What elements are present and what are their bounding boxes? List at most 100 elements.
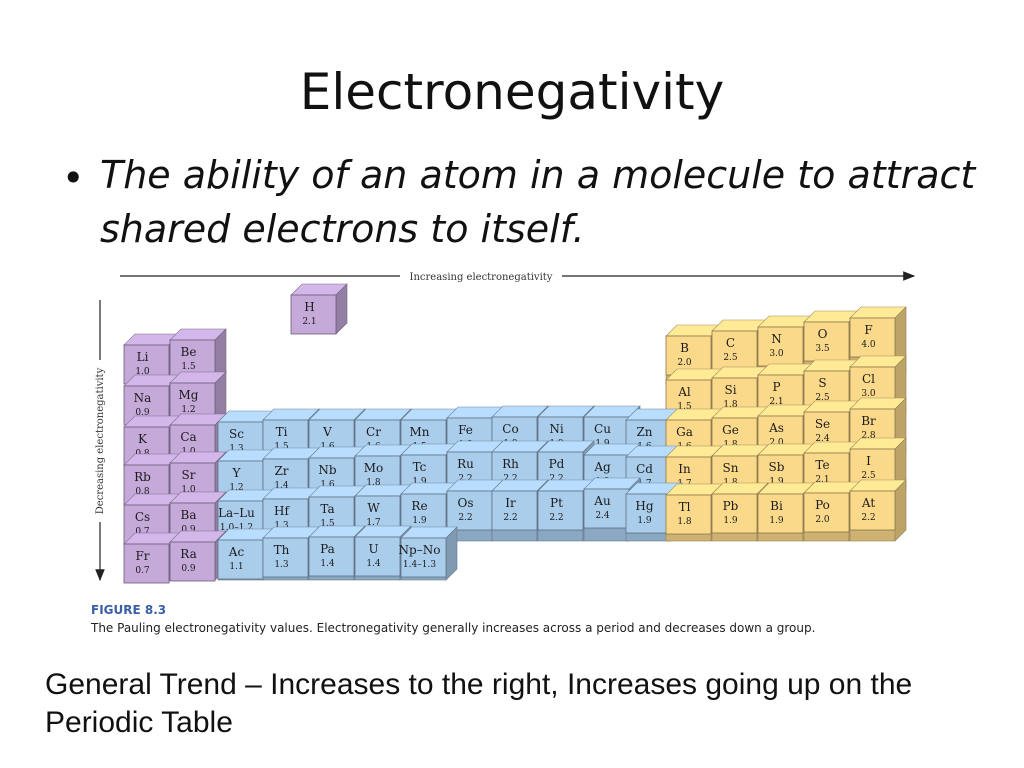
electronegativity-periodic-table: Increasing electronegativity Decreasing …	[95, 271, 916, 584]
element-symbol: Ir	[505, 496, 516, 510]
element-symbol: Tc	[413, 460, 427, 474]
element-symbol: Sb	[769, 460, 785, 474]
element-symbol: Cu	[594, 422, 611, 436]
element-cell-npno: Np–No 1.4–1.3	[399, 526, 458, 581]
element-symbol: Pd	[549, 457, 565, 471]
element-value: 2.4	[595, 511, 610, 521]
element-value: 2.2	[458, 513, 472, 523]
element-symbol: C	[726, 336, 735, 350]
element-symbol: Ga	[676, 425, 693, 439]
element-symbol: Cr	[366, 425, 381, 439]
element-value: 2.0	[769, 438, 784, 448]
element-value: 4.0	[861, 340, 876, 350]
element-symbol: Pa	[320, 542, 335, 556]
element-cell-pt: Pt 2.2	[537, 479, 595, 542]
slide-title: Electronegativity	[299, 63, 725, 121]
element-symbol: Pt	[550, 496, 563, 510]
element-symbol: Ca	[180, 430, 196, 444]
element-symbol: Al	[677, 385, 691, 399]
bullet-marker: •	[62, 156, 85, 200]
element-value: 1.3	[274, 560, 289, 570]
element-value: 2.1	[302, 317, 316, 327]
element-value: 1.8	[366, 478, 381, 488]
element-value: 1.2	[229, 483, 243, 493]
element-value: 3.0	[769, 349, 784, 359]
element-value: 2.2	[861, 513, 875, 523]
element-symbol: Th	[274, 543, 290, 557]
element-symbol: Rb	[134, 470, 151, 484]
element-symbol: Li	[137, 350, 149, 364]
element-symbol: Sn	[723, 461, 739, 475]
element-value: 1.5	[181, 362, 196, 372]
element-value: 2.5	[723, 353, 738, 363]
element-value: 1.1	[229, 562, 243, 572]
element-symbol: W	[367, 501, 380, 515]
element-symbol: Sc	[229, 427, 244, 441]
horizontal-axis-label: Increasing electronegativity	[410, 272, 553, 283]
element-value: 3.5	[815, 344, 830, 354]
element-value: 2.5	[861, 471, 876, 481]
element-symbol: O	[818, 327, 828, 341]
element-symbol: Fe	[458, 423, 473, 437]
general-trend-text: General Trend – Increases to the right, …	[45, 668, 913, 739]
element-value: 2.0	[815, 515, 830, 525]
element-cell-h: H 2.1	[290, 283, 348, 335]
element-symbol: Te	[815, 458, 829, 472]
element-value: 1.4	[274, 481, 289, 491]
element-value: 1.5	[320, 519, 335, 529]
element-value: 2.0	[677, 358, 692, 368]
figure-caption: The Pauling electronegativity values. El…	[91, 621, 816, 635]
element-symbol: Ra	[180, 547, 196, 561]
element-symbol: Pb	[723, 499, 739, 513]
element-symbol: Se	[815, 417, 830, 431]
element-value: 2.5	[815, 393, 830, 403]
element-symbol: V	[322, 425, 332, 439]
element-symbol: Os	[458, 496, 474, 510]
element-value: 0.9	[181, 525, 196, 535]
element-value: 1.8	[677, 517, 692, 527]
element-value: 2.4	[815, 434, 830, 444]
element-value: 1.5	[677, 402, 692, 412]
element-symbol: P	[772, 380, 780, 394]
element-symbol: La–Lu	[218, 506, 255, 520]
element-value: 0.8	[135, 487, 150, 497]
element-symbol: U	[368, 542, 378, 556]
element-symbol: Ni	[549, 422, 564, 436]
element-symbol: Re	[411, 499, 427, 513]
element-symbol: Bi	[770, 499, 783, 513]
element-symbol: Cs	[135, 510, 150, 524]
element-symbol: As	[768, 421, 784, 435]
element-value: 1.3	[274, 521, 289, 531]
element-value: 1.9	[637, 516, 652, 526]
element-value: 2.1	[815, 475, 829, 485]
element-value: 1.4–1.3	[403, 560, 436, 570]
element-symbol: Zr	[274, 464, 288, 478]
element-value: 1.3	[229, 444, 244, 454]
element-value: 2.2	[503, 474, 517, 484]
element-value: 3.0	[861, 389, 876, 399]
element-value: 1.5	[274, 442, 289, 452]
element-symbol: Ti	[276, 425, 288, 439]
element-symbol: Mn	[409, 425, 429, 439]
element-cell-mg: Mg 1.2	[169, 371, 227, 425]
element-value: 1.4	[320, 559, 335, 569]
element-value: 2.2	[503, 513, 517, 523]
element-value: 1.9	[412, 477, 427, 487]
element-symbol: B	[680, 341, 689, 355]
element-symbol: Ag	[593, 460, 611, 474]
element-symbol: Hg	[635, 499, 653, 513]
element-value: 0.7	[135, 527, 150, 537]
element-symbol: Cd	[636, 462, 653, 476]
element-symbol: Mo	[364, 461, 384, 475]
element-symbol: Br	[861, 414, 876, 428]
element-symbol: Zn	[636, 425, 652, 439]
element-symbol: Po	[815, 498, 830, 512]
element-symbol: Mg	[179, 388, 199, 402]
element-value: 1.9	[723, 516, 738, 526]
element-symbol: Ge	[722, 423, 739, 437]
element-value: 1.0	[181, 485, 196, 495]
element-value: 1.2	[181, 405, 195, 415]
element-cells: H 2.1 Li 1.0 Be 1.5 B 2.0 C 2.5 N 3.0 O 3.5 F 4.0 Na 0.9 M…	[123, 283, 907, 584]
element-value: 1.6	[320, 480, 335, 490]
element-symbol: Au	[593, 494, 611, 508]
